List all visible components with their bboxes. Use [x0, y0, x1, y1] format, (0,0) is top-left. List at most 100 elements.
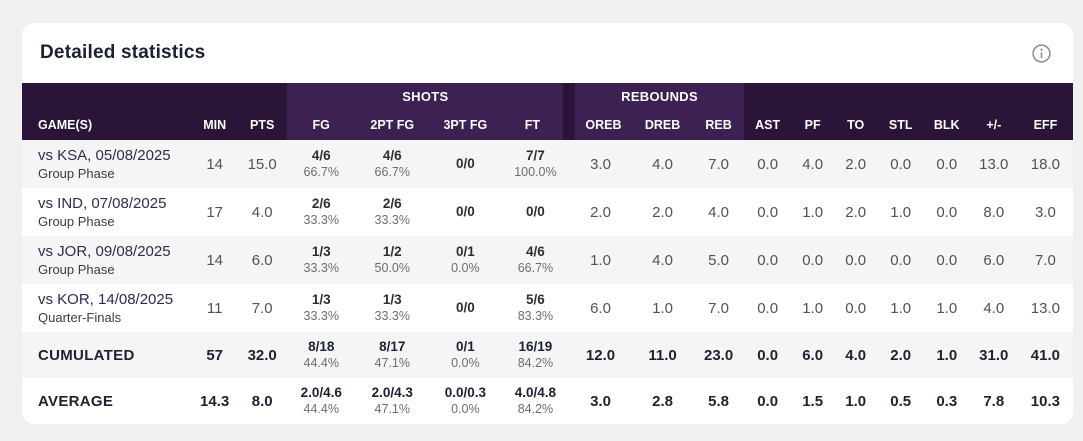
column-header-pts: PTS — [237, 110, 288, 140]
column-header-3ptfg: 3PT FG — [429, 110, 502, 140]
page-title: Detailed statistics — [40, 42, 206, 63]
table-row: vs JOR, 09/08/2025 Group Phase 14 6.0 1/3 33.… — [22, 236, 1073, 284]
stat-cell: 6.0 — [983, 251, 1005, 269]
column-header-blk: BLK — [923, 110, 970, 140]
stat-cell: 1.0 — [845, 392, 867, 410]
stat-cell: 0.0 — [845, 251, 867, 269]
stat-cell: 10.3 — [1030, 392, 1060, 410]
game-link[interactable]: vs IND, 07/08/2025 — [38, 194, 167, 212]
column-header-oreb: OREB — [569, 110, 632, 140]
stat-cell: 7/7 100.0% — [514, 148, 557, 179]
game-link[interactable]: vs KSA, 05/08/2025 — [38, 146, 171, 164]
info-icon[interactable] — [1031, 43, 1051, 63]
stat-cell: 16/19 84.2% — [517, 339, 554, 370]
stat-cell: 0.0 — [936, 155, 958, 173]
game-cell: vs KOR, 14/08/2025 Quarter-Finals — [22, 284, 192, 332]
stat-cell: 2.0 — [845, 155, 867, 173]
stat-cell: 17 — [206, 203, 223, 221]
column-header-ast: AST — [743, 110, 792, 140]
stat-cell: 15.0 — [247, 155, 277, 173]
stat-cell: 4.0 — [802, 155, 824, 173]
stat-cell: 1.0 — [802, 299, 824, 317]
stat-cell: 2.0 — [890, 346, 912, 364]
stat-cell: 57 — [206, 346, 223, 364]
group-shots: SHOTS — [287, 83, 576, 110]
stat-cell: 1.5 — [802, 392, 824, 410]
stat-cell: 1.0 — [936, 346, 958, 364]
stats-table-body: vs KSA, 05/08/2025 Group Phase 14 15.0 4/6 66… — [22, 140, 1073, 424]
stat-cell: 4.0 — [983, 299, 1005, 317]
column-header-row: GAME(S) MIN PTS FG 2PT FG 3PT FG FT OREB… — [22, 110, 1073, 140]
stat-cell: 18.0 — [1030, 155, 1060, 173]
stat-cell: 1.0 — [890, 203, 912, 221]
stat-cell: 2.0 — [590, 203, 611, 221]
stat-cell: 0.0 — [936, 251, 958, 269]
column-header-stl: STL — [877, 110, 924, 140]
total-row: CUMULATED 57 32.0 8/18 44.4% 8/17 47.1% 0/1 0.0%… — [22, 332, 1073, 378]
group-spacer — [743, 83, 1073, 110]
group-rebounds: REBOUNDS — [569, 83, 744, 110]
stat-cell: 2.0 — [845, 203, 867, 221]
stat-cell: 12.0 — [585, 346, 616, 364]
stat-cell: 13.0 — [1030, 299, 1060, 317]
game-cell: vs IND, 07/08/2025 Group Phase — [22, 188, 192, 236]
stat-cell: 1.0 — [590, 251, 611, 269]
column-header-dreb: DREB — [631, 110, 694, 140]
total-row-label: AVERAGE — [38, 392, 114, 410]
stat-cell: 0.0 — [757, 346, 779, 364]
total-row: AVERAGE 14.3 8.0 2.0/4.6 44.4% 2.0/4.3 47.1% 0.… — [22, 378, 1073, 424]
stat-cell: 4.0 — [652, 251, 673, 269]
stat-cell: 14 — [206, 155, 223, 173]
game-cell: vs KSA, 05/08/2025 Group Phase — [22, 140, 192, 188]
stat-cell: 1.0 — [890, 299, 912, 317]
game-phase: Quarter-Finals — [38, 309, 122, 325]
stat-cell: 7.0 — [1034, 251, 1056, 269]
stat-cell: 0.5 — [890, 392, 912, 410]
stats-table: SHOTS REBOUNDS GAME(S) MIN PTS FG 2PT FG… — [22, 83, 1073, 424]
stat-cell: 5.0 — [708, 251, 730, 269]
stat-cell: 0/1 0.0% — [451, 339, 480, 370]
table-row: vs KOR, 14/08/2025 Quarter-Finals 11 7.0 1/3… — [22, 284, 1073, 332]
stat-cell: 6.0 — [590, 299, 611, 317]
stat-cell: 13.0 — [979, 155, 1009, 173]
column-header-ft: FT — [501, 110, 576, 140]
stat-cell: 4/6 66.7% — [374, 148, 410, 179]
stat-cell: 7.0 — [251, 299, 273, 317]
stat-cell: 14 — [206, 251, 223, 269]
game-cell: vs JOR, 09/08/2025 Group Phase — [22, 236, 192, 284]
stat-cell: 0.3 — [936, 392, 958, 410]
stat-cell: 14.3 — [200, 392, 230, 410]
stat-cell: 3.0 — [590, 155, 611, 173]
column-header-plusminus: +/- — [969, 110, 1018, 140]
stat-cell: 4/6 66.7% — [517, 244, 554, 275]
stat-cell: 8/18 44.4% — [303, 339, 339, 370]
stat-cell: 2.0/4.6 44.4% — [300, 385, 342, 416]
stat-cell: 2.0 — [652, 203, 673, 221]
stat-cell: 0.0 — [757, 251, 779, 269]
stat-cell: 0/0 — [526, 203, 545, 219]
total-row-label: CUMULATED — [38, 346, 135, 364]
stat-cell: 1/3 33.3% — [303, 244, 339, 275]
stat-cell: 31.0 — [979, 346, 1009, 364]
game-link[interactable]: vs JOR, 09/08/2025 — [38, 242, 171, 260]
game-link[interactable]: vs KOR, 14/08/2025 — [38, 290, 174, 308]
stat-cell: 4.0 — [708, 203, 730, 221]
stat-cell: 7.0 — [708, 299, 730, 317]
stat-cell: 7.8 — [983, 392, 1005, 410]
stat-cell: 0/1 0.0% — [451, 244, 480, 275]
table-row: vs KSA, 05/08/2025 Group Phase 14 15.0 4/6 66… — [22, 140, 1073, 188]
stat-cell: 2/6 33.3% — [303, 196, 339, 227]
stat-cell: 1/3 33.3% — [374, 292, 410, 323]
stat-cell: 0/0 — [455, 299, 475, 315]
stat-cell: 0/0 — [455, 155, 475, 171]
stat-cell: 0.0 — [757, 203, 779, 221]
column-header-eff: EFF — [1017, 110, 1073, 140]
stat-cell: 4.0 — [845, 346, 867, 364]
stat-cell: 23.0 — [703, 346, 734, 364]
stat-cell: 2.8 — [652, 392, 673, 410]
stat-cell: 1/2 50.0% — [374, 244, 410, 275]
stat-cell: 6.0 — [802, 346, 824, 364]
column-header-min: MIN — [192, 110, 238, 140]
group-header-row: SHOTS REBOUNDS — [22, 83, 1073, 110]
